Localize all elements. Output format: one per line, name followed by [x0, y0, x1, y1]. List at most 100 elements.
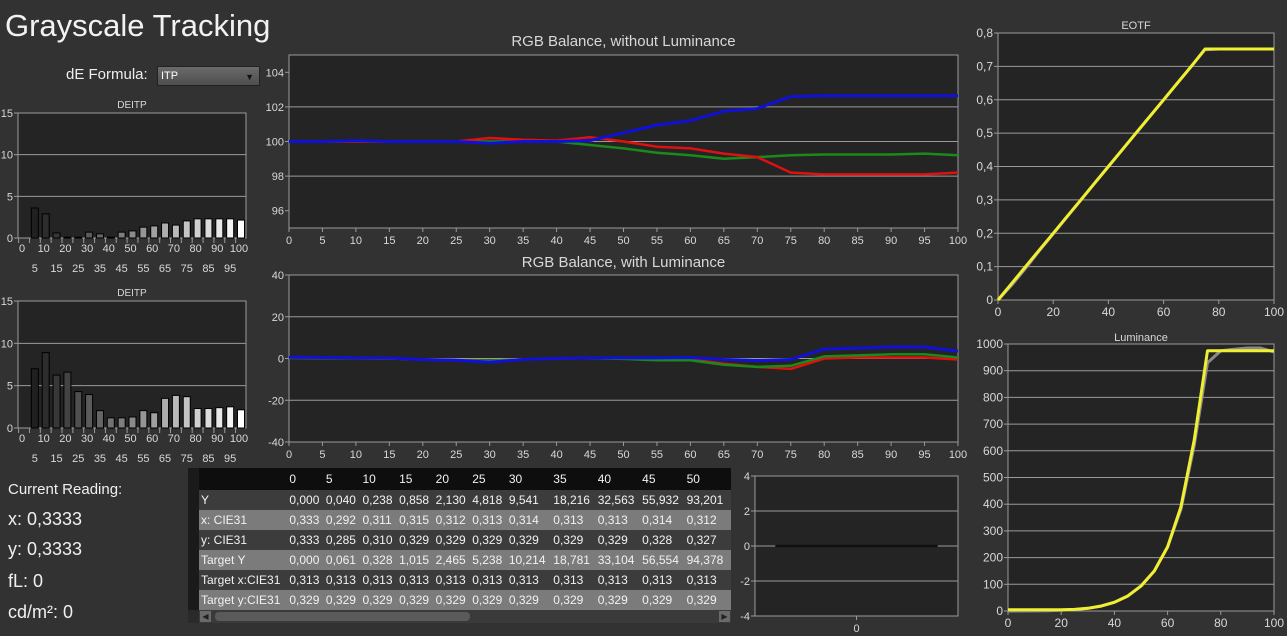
- table-header-row: 0 5 10 15 20 25 30 35 40 45 50: [199, 468, 731, 490]
- x-tick-label: 30: [484, 449, 496, 461]
- column-header: 25: [470, 468, 507, 490]
- deitp-bar: [128, 416, 137, 429]
- y-tick-label: -4: [740, 611, 750, 623]
- y-tick-label: 200: [983, 551, 1003, 565]
- deitp-bar: [41, 213, 50, 239]
- x-tick-label: 70: [168, 243, 180, 255]
- y-tick-label: 0,7: [976, 59, 993, 73]
- x-tick-label: 20: [1047, 305, 1061, 319]
- y-tick-label: 0: [278, 354, 284, 366]
- table-cell: 0,313: [506, 570, 552, 590]
- deitp-bar: [182, 220, 191, 239]
- table-cell: 0,313: [595, 570, 641, 590]
- x-tick-label: 25: [72, 263, 84, 275]
- series-line-1: [996, 47, 1274, 301]
- x-tick-label: 90: [211, 433, 223, 445]
- scrollbar-thumb[interactable]: [215, 612, 470, 621]
- scroll-left-icon[interactable]: ◀: [200, 611, 211, 622]
- row-label: Y: [199, 490, 288, 510]
- row-label: Target Y: [199, 550, 288, 570]
- table-cell: 33,104: [595, 550, 641, 570]
- y-tick-label: 0: [744, 541, 750, 553]
- x-tick-label: 95: [224, 263, 236, 275]
- series-line-1: [1008, 349, 1274, 612]
- deitp-bar: [95, 410, 104, 429]
- y-tick-label: 96: [272, 206, 284, 218]
- x-tick-label: 55: [651, 235, 663, 247]
- y-tick-label: 10: [1, 150, 13, 162]
- table-cell: 1,015: [397, 550, 434, 570]
- chart-title: RGB Balance, without Luminance: [511, 33, 735, 50]
- x-tick-label: 10: [38, 433, 50, 445]
- y-tick-label: 40: [272, 270, 284, 282]
- x-tick-label: 90: [885, 235, 897, 247]
- horizontal-scrollbar[interactable]: ◀ ▶: [199, 610, 731, 623]
- x-tick-label: 0: [286, 449, 292, 461]
- y-tick-label: 15: [1, 108, 13, 120]
- x-tick-label: 60: [146, 433, 158, 445]
- deitp-bar: [226, 218, 235, 239]
- table-cell: 0,313: [551, 510, 596, 530]
- x-tick-label: 45: [116, 453, 128, 465]
- row-header-strip: [188, 468, 199, 610]
- y-tick-label: -20: [268, 395, 284, 407]
- deitp-bar: [106, 236, 115, 239]
- column-header: 35: [551, 468, 596, 490]
- table-cell: 0,327: [684, 530, 731, 550]
- table-cell: 0,329: [433, 590, 471, 610]
- x-tick-label: 65: [718, 449, 730, 461]
- table-row: y: CIE31 0,333 0,285 0,310 0,329 0,329 0,329 0,…: [199, 530, 731, 550]
- table-cell: 0,313: [470, 510, 507, 530]
- table-cell: 0,313: [470, 570, 507, 590]
- y-tick-label: 700: [983, 417, 1003, 431]
- de-formula-label: dE Formula:: [66, 66, 148, 83]
- scroll-right-icon[interactable]: ▶: [719, 611, 730, 622]
- table-row: x: CIE31 0,333 0,292 0,311 0,315 0,312 0,313 0,…: [199, 510, 731, 530]
- column-header: 30: [506, 468, 552, 490]
- table-cell: 0,333: [287, 530, 324, 550]
- deitp-bar: [237, 409, 245, 429]
- reading-x: x: 0,3333: [8, 509, 83, 529]
- y-tick-label: -2: [740, 576, 750, 588]
- deitp-bar: [106, 417, 115, 429]
- x-tick-label: 60: [1157, 305, 1171, 319]
- chart-title: DEITP: [117, 100, 147, 111]
- deitp-bar: [215, 407, 224, 429]
- x-tick-label: 75: [785, 449, 797, 461]
- x-tick-label: 65: [159, 263, 171, 275]
- series-line-2: [289, 94, 958, 145]
- x-tick-label: 15: [383, 449, 395, 461]
- x-tick-label: 40: [103, 243, 115, 255]
- y-tick-label: 5: [7, 191, 13, 203]
- x-tick-label: 10: [38, 243, 50, 255]
- deitp-bar: [63, 371, 72, 429]
- x-tick-label: 55: [651, 449, 663, 461]
- y-tick-label: 0,8: [976, 26, 993, 40]
- reading-cdm2: cd/m²: 0: [8, 602, 74, 622]
- row-label: Target x:CIE31: [199, 570, 288, 590]
- table-cell: 0,312: [684, 510, 731, 530]
- deitp-bar: [52, 374, 61, 429]
- x-tick-label: 45: [584, 235, 596, 247]
- x-tick-label: 70: [168, 433, 180, 445]
- table-cell: 0,329: [470, 590, 507, 610]
- table-cell: 0,310: [360, 530, 398, 550]
- table-cell: 0,329: [506, 590, 552, 610]
- x-tick-label: 20: [417, 235, 429, 247]
- de-formula-select[interactable]: ITP ▼: [157, 66, 260, 86]
- y-tick-label: 2: [744, 506, 750, 518]
- deitp-bar: [215, 218, 224, 239]
- table-cell: 4,818: [470, 490, 507, 510]
- table-cell: 56,554: [640, 550, 685, 570]
- x-tick-label: 100: [1264, 305, 1284, 319]
- table-cell: 0,329: [323, 590, 361, 610]
- x-tick-label: 70: [751, 235, 763, 247]
- table-cell: 94,378: [684, 550, 731, 570]
- x-tick-label: 65: [718, 235, 730, 247]
- table-cell: 0,313: [360, 570, 398, 590]
- page-title: Grayscale Tracking: [5, 8, 271, 43]
- y-tick-label: 500: [983, 471, 1003, 485]
- x-tick-label: 0: [1005, 616, 1012, 630]
- table-cell: 0,329: [551, 530, 596, 550]
